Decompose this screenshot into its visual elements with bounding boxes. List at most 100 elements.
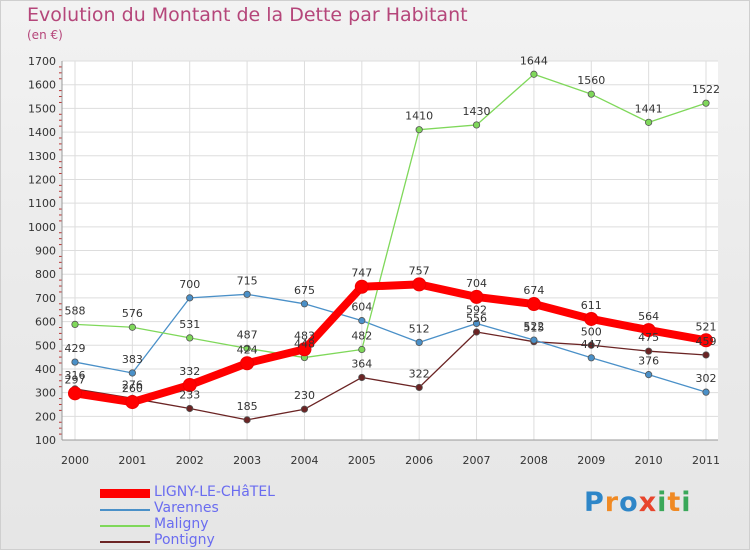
x-tick-label: 2011 <box>692 454 720 467</box>
legend-item: Varennes <box>100 500 360 518</box>
data-point <box>645 118 653 126</box>
logo-letter: P <box>584 487 605 518</box>
data-point <box>358 317 366 325</box>
data-point <box>526 297 541 312</box>
legend: LIGNY-LE-CHâTEL Varennes Maligny Pontigny <box>100 484 360 550</box>
data-label: 230 <box>294 389 315 402</box>
data-label: 1560 <box>577 74 605 87</box>
data-label: 322 <box>409 367 430 380</box>
y-tick-label: 1000 <box>28 221 56 234</box>
y-tick-label: 1600 <box>28 79 56 92</box>
data-point <box>415 383 423 392</box>
data-point <box>297 342 312 357</box>
data-label: 364 <box>351 357 372 370</box>
unit-label: (en €) <box>27 28 63 42</box>
data-label: 424 <box>237 343 258 356</box>
data-label: 611 <box>581 299 602 312</box>
data-point <box>240 356 255 371</box>
y-tick-label: 400 <box>35 363 56 376</box>
data-point <box>354 279 369 294</box>
data-label: 429 <box>65 342 86 355</box>
y-tick-label: 1300 <box>28 150 56 163</box>
data-point <box>243 290 251 298</box>
data-point <box>243 416 251 424</box>
data-label: 556 <box>466 312 487 325</box>
logo-letter: i <box>657 487 668 518</box>
data-point <box>128 369 136 377</box>
data-label: 522 <box>523 320 544 333</box>
data-point <box>469 289 484 304</box>
data-point <box>587 90 595 98</box>
data-point <box>358 345 366 354</box>
x-tick-label: 2006 <box>405 454 433 467</box>
data-label: 515 <box>523 322 544 335</box>
data-point <box>587 341 595 349</box>
data-point <box>415 126 423 134</box>
data-point <box>702 99 710 107</box>
x-tick-label: 2005 <box>348 454 376 467</box>
x-tick-label: 2000 <box>61 454 89 467</box>
data-point <box>530 336 538 344</box>
data-label: 302 <box>696 372 717 385</box>
data-label: 459 <box>696 335 717 348</box>
y-tick-label: 1700 <box>28 55 56 68</box>
data-label: 447 <box>581 338 602 351</box>
data-label: 185 <box>237 400 258 413</box>
data-point <box>699 333 713 348</box>
x-tick-label: 2001 <box>118 454 146 467</box>
data-point <box>702 388 710 396</box>
data-label: 1522 <box>692 83 720 96</box>
logo-letter: t <box>667 487 682 518</box>
data-label: 1644 <box>520 54 548 67</box>
data-label: 376 <box>638 355 659 368</box>
legend-item: Maligny <box>100 516 360 534</box>
chart-title: Evolution du Montant de la Dette par Hab… <box>27 4 468 26</box>
data-point <box>71 358 79 366</box>
data-label: 576 <box>122 307 143 320</box>
data-label: 757 <box>409 264 430 277</box>
data-label: 564 <box>638 310 659 323</box>
y-tick-label: 200 <box>35 410 56 423</box>
data-label: 475 <box>638 331 659 344</box>
logo-letter: x <box>638 487 658 518</box>
x-tick-label: 2004 <box>290 454 318 467</box>
data-point <box>125 395 140 410</box>
series-line-1 <box>74 293 707 393</box>
y-tick-label: 900 <box>35 245 56 258</box>
line-chart: 100 200 300 400 500 600 700 800 900 1000 1100 1200 1… <box>28 54 720 467</box>
data-point <box>186 294 194 302</box>
x-tick-label: 2010 <box>635 454 663 467</box>
data-point <box>243 344 251 352</box>
data-point <box>472 319 481 328</box>
data-label: 700 <box>179 278 200 291</box>
legend-swatch <box>100 489 150 498</box>
series-line-3 <box>74 331 707 421</box>
data-point <box>530 70 538 78</box>
y-tick-label: 1100 <box>28 197 56 210</box>
y-tick-label: 300 <box>35 387 56 400</box>
data-label: 588 <box>65 304 86 317</box>
data-point <box>702 351 710 359</box>
legend-label: Varennes <box>154 500 219 516</box>
y-tick-label: 700 <box>35 292 56 305</box>
data-label: 276 <box>122 378 143 391</box>
data-point <box>645 371 653 379</box>
data-label: 260 <box>122 382 143 395</box>
y-tick-label: 600 <box>35 316 56 329</box>
data-point <box>300 300 309 308</box>
data-point <box>300 405 309 413</box>
y-tick-label: 800 <box>35 268 56 281</box>
data-label: 1441 <box>635 102 663 115</box>
data-point <box>584 311 599 326</box>
data-point <box>645 347 653 355</box>
legend-item: Pontigny <box>100 532 360 550</box>
data-point <box>68 386 82 401</box>
data-point <box>186 334 194 342</box>
legend-label: Pontigny <box>154 532 215 548</box>
data-label: 675 <box>294 284 315 297</box>
x-tick-label: 2002 <box>176 454 204 467</box>
x-tick-label: 2007 <box>463 454 491 467</box>
data-label: 316 <box>65 369 86 382</box>
legend-swatch <box>100 509 150 511</box>
y-tick-label: 1500 <box>28 102 56 115</box>
